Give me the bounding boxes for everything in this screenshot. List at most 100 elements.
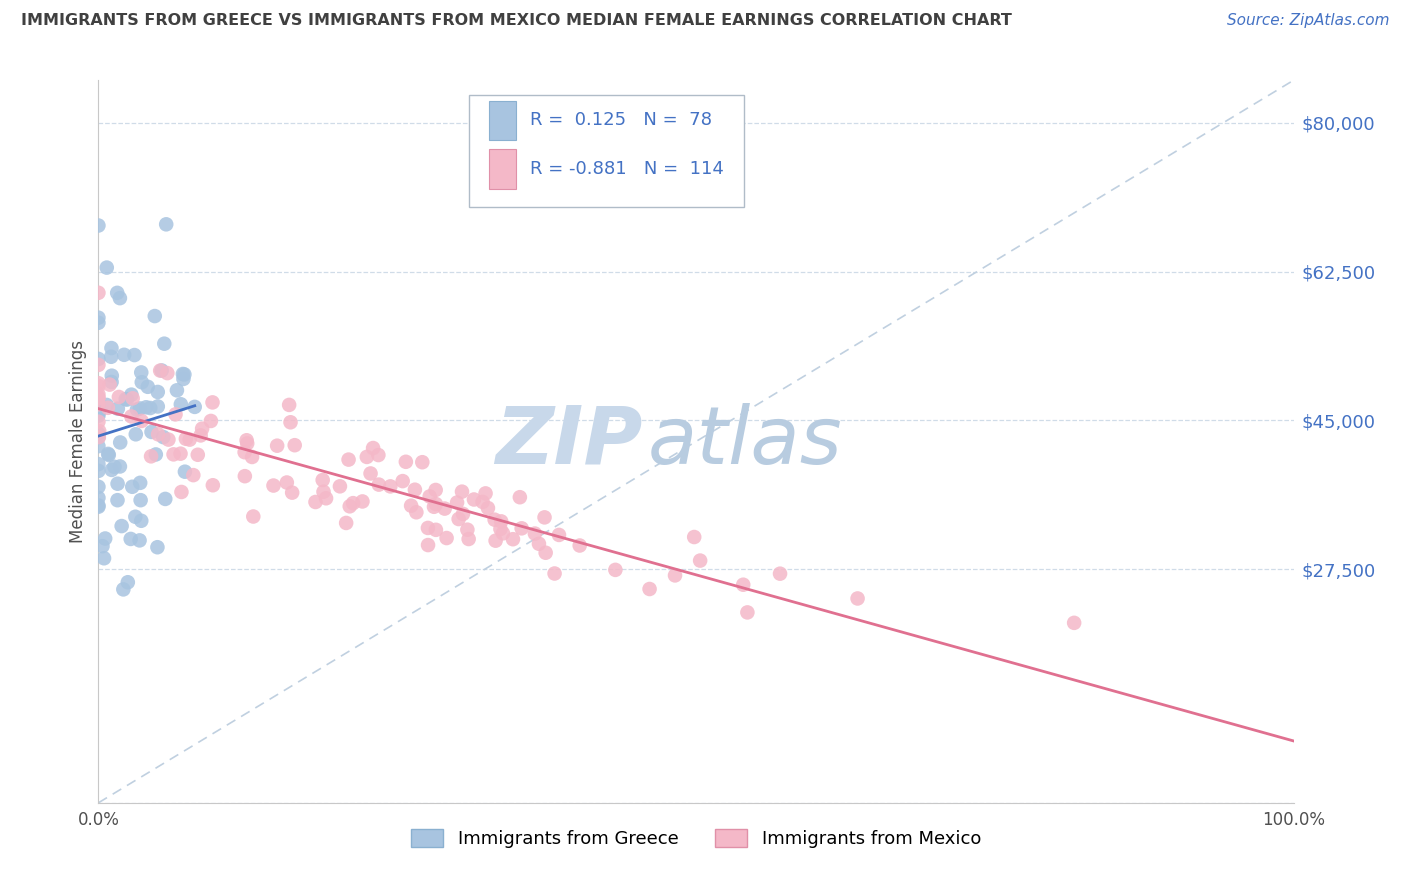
Point xyxy=(87,285,110,300)
Point xyxy=(404,483,426,497)
Point xyxy=(489,522,512,536)
Point xyxy=(201,395,224,409)
Point xyxy=(100,375,122,389)
Point xyxy=(169,447,191,461)
Point xyxy=(146,540,169,554)
Point xyxy=(187,448,209,462)
Point xyxy=(103,459,125,474)
FancyBboxPatch shape xyxy=(470,95,744,207)
Point xyxy=(360,467,382,481)
Point xyxy=(87,491,110,505)
Text: IMMIGRANTS FROM GREECE VS IMMIGRANTS FROM MEXICO MEDIAN FEMALE EARNINGS CORRELAT: IMMIGRANTS FROM GREECE VS IMMIGRANTS FRO… xyxy=(21,13,1012,29)
Point xyxy=(405,505,427,519)
Point xyxy=(263,478,285,492)
Point xyxy=(87,376,110,391)
Point xyxy=(87,310,110,325)
Point xyxy=(276,475,298,490)
Point xyxy=(235,434,257,448)
Point xyxy=(143,309,166,323)
Point xyxy=(89,424,111,438)
Point xyxy=(107,401,129,416)
Point xyxy=(367,448,389,462)
Point xyxy=(411,455,433,469)
Point xyxy=(146,384,169,399)
FancyBboxPatch shape xyxy=(489,149,516,189)
Point xyxy=(312,484,335,499)
Point xyxy=(395,455,418,469)
Point xyxy=(87,480,110,494)
Point xyxy=(121,392,143,406)
Point xyxy=(94,532,117,546)
Point xyxy=(100,463,122,477)
Point xyxy=(173,368,195,382)
Point xyxy=(87,316,110,330)
Point xyxy=(523,526,546,541)
Point xyxy=(96,398,118,412)
Point xyxy=(201,478,224,492)
Point xyxy=(87,430,110,444)
Point xyxy=(451,507,474,521)
Point xyxy=(97,401,120,415)
Point xyxy=(342,496,364,510)
Point xyxy=(233,469,256,483)
Point xyxy=(190,428,212,442)
Point xyxy=(87,464,110,478)
Point xyxy=(425,523,447,537)
Point xyxy=(568,539,591,553)
Point xyxy=(136,380,159,394)
Point xyxy=(128,533,150,548)
Point xyxy=(457,532,479,546)
Point xyxy=(146,400,169,414)
Point xyxy=(121,480,143,494)
Point xyxy=(1063,615,1085,630)
Point xyxy=(166,384,188,398)
Point xyxy=(399,499,422,513)
Point xyxy=(769,566,792,581)
Point xyxy=(117,575,139,590)
Point xyxy=(100,350,122,364)
Point xyxy=(165,408,187,422)
Point xyxy=(98,377,121,392)
Point xyxy=(510,521,533,535)
Point xyxy=(149,363,172,377)
Point xyxy=(108,435,131,450)
Point xyxy=(416,521,439,535)
Point xyxy=(683,530,706,544)
Point xyxy=(534,546,557,560)
Point xyxy=(329,479,352,493)
Point xyxy=(87,406,110,420)
Point xyxy=(502,532,524,546)
Point xyxy=(664,568,686,582)
Point xyxy=(115,392,138,407)
Point xyxy=(87,430,110,444)
Point xyxy=(471,495,494,509)
Point xyxy=(131,375,153,389)
Point xyxy=(339,500,361,514)
Point xyxy=(97,447,120,461)
Point xyxy=(266,439,288,453)
Point xyxy=(456,523,478,537)
Point xyxy=(174,432,197,446)
Point xyxy=(139,401,162,415)
Point xyxy=(391,474,413,488)
Point xyxy=(97,448,120,462)
Point xyxy=(447,512,470,526)
Point xyxy=(157,433,180,447)
Point xyxy=(484,533,506,548)
Point xyxy=(425,497,447,511)
Point xyxy=(605,563,627,577)
Point xyxy=(509,490,531,504)
Point xyxy=(131,414,153,428)
Point xyxy=(87,499,110,513)
Point xyxy=(152,430,174,444)
Point xyxy=(170,485,193,500)
Point xyxy=(162,447,184,461)
Point xyxy=(156,366,179,380)
Point xyxy=(107,493,129,508)
Point xyxy=(129,514,152,528)
Point xyxy=(492,526,515,541)
FancyBboxPatch shape xyxy=(489,101,516,140)
Point xyxy=(240,450,263,464)
Point xyxy=(172,372,194,386)
Point xyxy=(477,501,499,516)
